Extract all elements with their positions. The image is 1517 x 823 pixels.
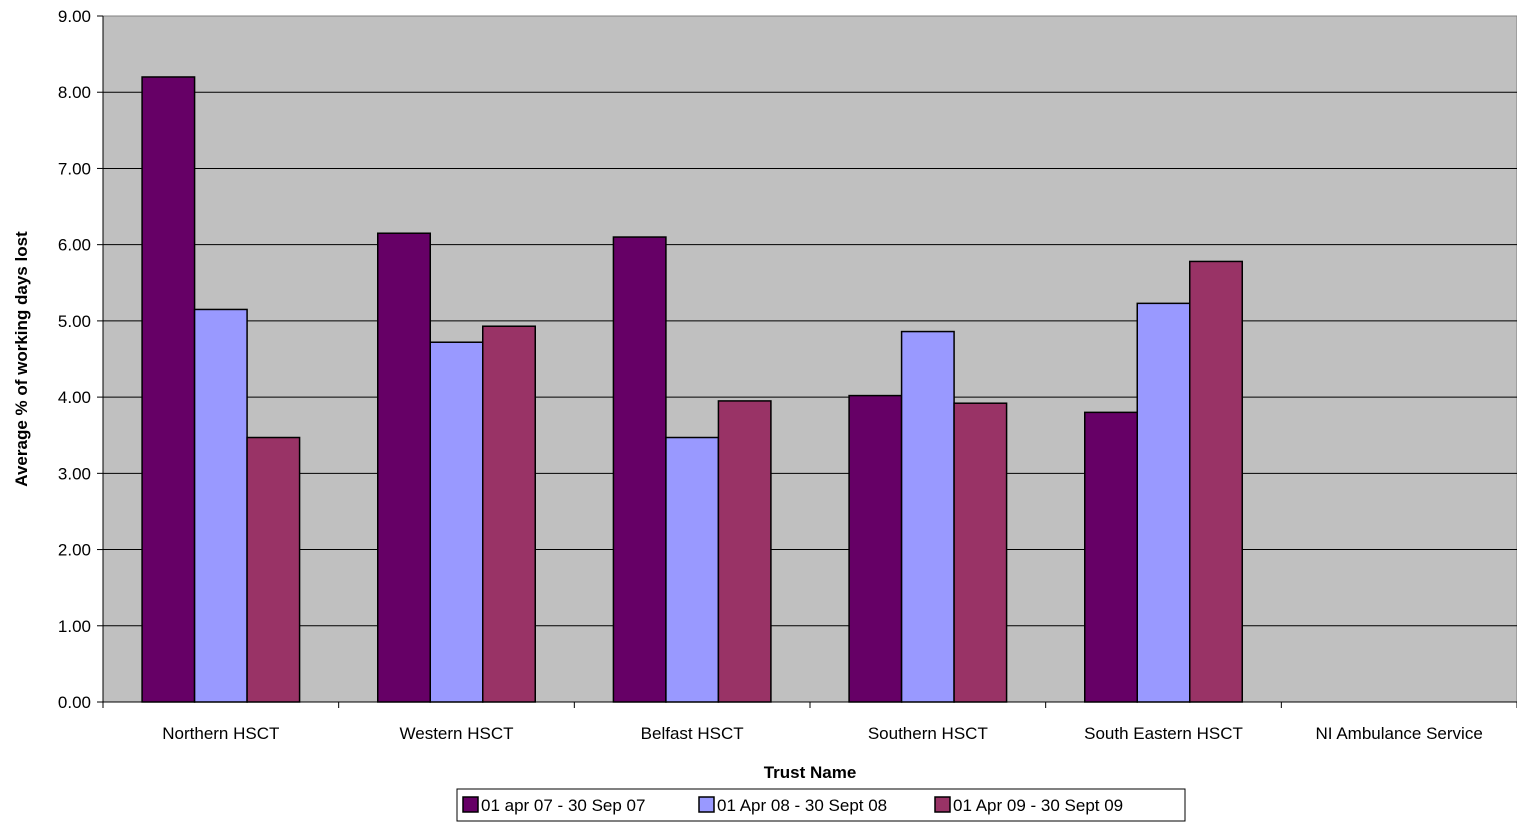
y-tick-label: 6.00 (58, 236, 91, 255)
bar (848, 394, 903, 703)
y-tick-labels: 0.00 1.00 2.00 3.00 4.00 5.00 6.00 7.00 8.00 9.00 (58, 7, 91, 712)
bar (141, 76, 196, 703)
bar (1136, 302, 1191, 703)
legend-swatch (934, 796, 951, 813)
legend-swatch (462, 796, 479, 813)
y-tick-label: 0.00 (58, 693, 91, 712)
bar (665, 436, 720, 703)
bar (900, 330, 955, 703)
bar (246, 436, 301, 703)
y-tick-label: 7.00 (58, 159, 91, 178)
bar (193, 308, 248, 703)
x-tick-label: Northern HSCT (162, 724, 279, 743)
bar (429, 341, 484, 703)
x-tick-label: Belfast HSCT (641, 724, 744, 743)
bar (377, 232, 431, 703)
y-tick-label: 8.00 (58, 83, 91, 102)
y-tick-label: 5.00 (58, 312, 91, 331)
bar (1084, 411, 1138, 703)
gridlines (103, 91, 1517, 627)
x-tick-label: Southern HSCT (868, 724, 988, 743)
bar (717, 400, 772, 703)
y-tick-label: 1.00 (58, 617, 91, 636)
legend-label: 01 Apr 08 - 30 Sept 08 (717, 796, 887, 815)
bar (1189, 260, 1243, 703)
y-tick-label: 9.00 (58, 7, 91, 26)
legend-swatch (698, 796, 715, 813)
legend-box (456, 788, 1186, 822)
plot-area (102, 15, 1517, 703)
legend-label: 01 Apr 09 - 30 Sept 09 (953, 796, 1123, 815)
y-tick-label: 4.00 (58, 388, 91, 407)
y-tick-label: 2.00 (58, 541, 91, 560)
bar (612, 236, 667, 703)
x-tick-labels: Northern HSCT Western HSCT Belfast HSCT Sou… (162, 724, 1483, 743)
x-tick-label: NI Ambulance Service (1316, 724, 1483, 743)
bars (141, 76, 1243, 703)
bar (953, 402, 1008, 703)
legend-label: 01 apr 07 - 30 Sep 07 (481, 796, 645, 815)
y-tick-label: 3.00 (58, 464, 91, 483)
legend: 01 apr 07 - 30 Sep 07 01 Apr 08 - 30 Sept… (456, 788, 1186, 822)
x-axis-title: Trust Name (764, 763, 857, 782)
y-axis-title: Average % of working days lost (12, 231, 31, 487)
x-tick-label: Western HSCT (400, 724, 514, 743)
axes (97, 15, 1517, 708)
x-tick-label: South Eastern HSCT (1084, 724, 1243, 743)
bar (482, 325, 536, 703)
